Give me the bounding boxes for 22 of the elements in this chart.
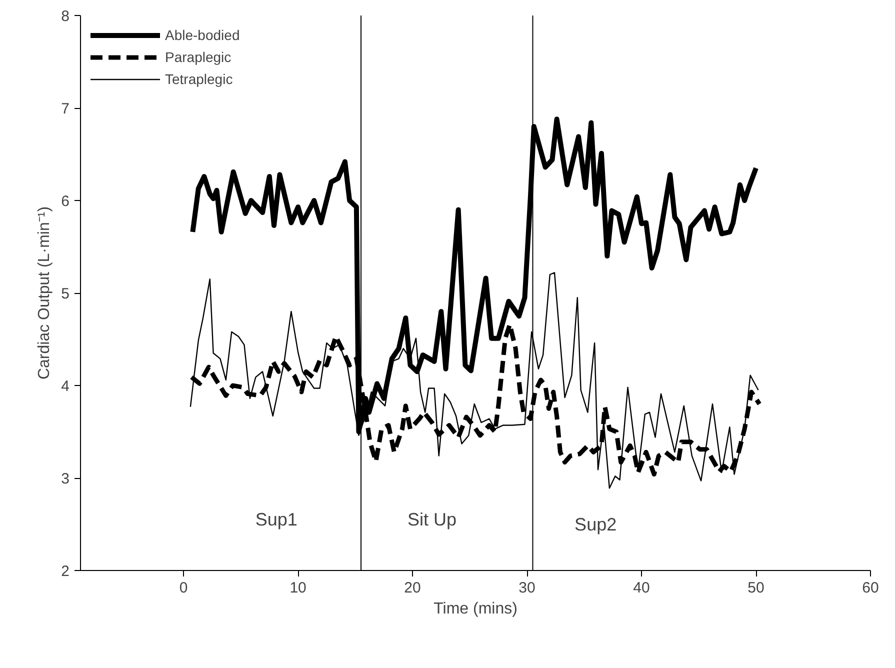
x-tick-label: 50 <box>748 580 764 596</box>
y-tick-label: 6 <box>61 193 70 210</box>
y-axis-title: Cardiac Output (L·min⁻¹) <box>36 206 54 380</box>
legend-label: Able-bodied <box>165 27 240 43</box>
y-tick-label: 2 <box>61 563 70 580</box>
y-tick-label: 3 <box>61 470 70 488</box>
annotation: Sit Up <box>408 509 457 530</box>
x-tick-label: 20 <box>404 580 421 596</box>
y-tick-label: 8 <box>61 8 70 25</box>
x-axis-title: Time (mins) <box>434 600 518 618</box>
y-tick-label: 5 <box>61 286 70 302</box>
y-tick-label: 7 <box>61 100 70 118</box>
x-tick-label: 40 <box>633 580 650 596</box>
x-tick-label: 10 <box>290 580 306 596</box>
y-tick-label: 4 <box>61 378 70 395</box>
annotation: Sup2 <box>574 514 617 534</box>
legend-label: Tetraplegic <box>165 71 233 87</box>
x-tick-label: 30 <box>518 580 536 596</box>
legend-label: Paraplegic <box>165 49 232 65</box>
annotation: Sup1 <box>255 509 298 530</box>
x-tick-label: 60 <box>862 580 879 596</box>
x-tick-label: 0 <box>179 580 188 596</box>
